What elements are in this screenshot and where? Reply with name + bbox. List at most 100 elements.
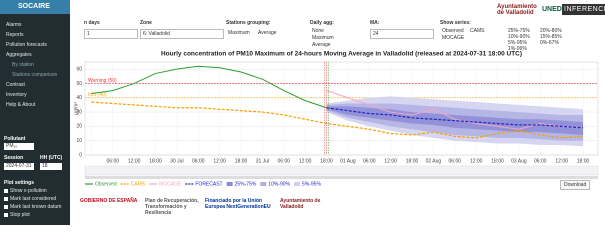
scrollbar bbox=[85, 176, 598, 179]
x-tick-label: 06:00 bbox=[107, 158, 120, 164]
radio[interactable]: Average bbox=[258, 30, 277, 36]
logo: Ayuntamiento de Valladolid bbox=[497, 4, 537, 16]
x-tick-label: 12:00 bbox=[213, 158, 226, 164]
brand-bar bbox=[0, 0, 70, 14]
series-line bbox=[91, 101, 584, 139]
radio[interactable]: None bbox=[312, 28, 324, 34]
chart: Hourly concentration of PM10 Maximum of … bbox=[73, 51, 599, 187]
navigator bbox=[84, 165, 599, 176]
checkbox[interactable]: 5%-95% bbox=[508, 40, 527, 46]
input[interactable]: 6: Valladolid bbox=[140, 29, 224, 39]
checkbox[interactable] bbox=[4, 213, 8, 217]
menu-item[interactable]: By station bbox=[12, 62, 34, 68]
checkbox[interactable]: 0%-67% bbox=[540, 40, 559, 46]
menu-item[interactable]: Reports bbox=[6, 32, 24, 38]
y-tick-label: 50 bbox=[76, 81, 82, 87]
hour-input[interactable]: 18 bbox=[40, 163, 62, 170]
menu-item[interactable]: Pollution forecasts bbox=[6, 42, 47, 48]
logo: UNED bbox=[542, 6, 562, 13]
select[interactable]: PM₁₀ bbox=[4, 143, 34, 150]
legend-swatch bbox=[293, 182, 300, 186]
option-label: Stop plot bbox=[10, 212, 30, 218]
checkbox[interactable] bbox=[4, 205, 8, 209]
series-line bbox=[326, 90, 584, 130]
x-tick-label: 18:00 bbox=[235, 158, 248, 164]
legend-label: 5%-95% bbox=[302, 181, 321, 187]
x-tick-label: 30 Jul bbox=[170, 158, 183, 164]
input[interactable]: 1 bbox=[84, 29, 138, 39]
checkbox[interactable]: CAMS bbox=[470, 28, 485, 34]
legend-label: CAMS bbox=[131, 181, 146, 187]
legend-label: 25%-75% bbox=[235, 181, 257, 187]
menu-item[interactable]: Stations comparison bbox=[12, 72, 58, 78]
legend-swatch bbox=[226, 182, 233, 186]
radio[interactable]: Average bbox=[312, 42, 331, 48]
x-tick-label: 18:00 bbox=[577, 158, 590, 164]
threshold-label: Info (40) bbox=[88, 92, 107, 98]
footer-logo: GOBIERNO DE ESPAÑA bbox=[80, 198, 138, 204]
x-tick-label: 31 Jul bbox=[256, 158, 269, 164]
section-label: Pollutant bbox=[4, 136, 26, 142]
option-label: Mark last considered bbox=[10, 196, 57, 202]
download-button[interactable]: Download bbox=[560, 180, 591, 190]
checkbox[interactable]: 25%-75% bbox=[508, 28, 530, 34]
x-tick-label: 12:00 bbox=[555, 158, 568, 164]
menu-item[interactable]: Contrast bbox=[6, 82, 25, 88]
y-tick-label: 20 bbox=[76, 124, 82, 130]
x-tick-label: 06:00 bbox=[534, 158, 547, 164]
option-label: Show x-pollution bbox=[10, 188, 47, 194]
checkbox[interactable] bbox=[4, 189, 8, 193]
x-tick-label: 06:00 bbox=[449, 158, 462, 164]
menu-item[interactable]: Help & About bbox=[6, 102, 36, 108]
x-tick-label: 18:00 bbox=[320, 158, 333, 164]
legend-label: 10%-90% bbox=[268, 181, 290, 187]
chart-title: Hourly concentration of PM10 Maximum of … bbox=[161, 51, 522, 58]
radio[interactable]: Maximum bbox=[312, 35, 334, 41]
menu-item[interactable]: Alarms bbox=[6, 22, 22, 28]
y-axis-label: µg/m³ bbox=[73, 102, 79, 115]
input[interactable]: 24 bbox=[370, 29, 434, 39]
y-tick-label: 0 bbox=[79, 152, 82, 158]
footer-logo: Plan de Recuperación, Transformación y R… bbox=[145, 198, 199, 216]
section-label: HH (UTC) bbox=[40, 155, 63, 161]
y-tick-label: 40 bbox=[76, 95, 82, 101]
checkbox[interactable]: 20%-80% bbox=[540, 28, 562, 34]
menu-item[interactable]: Aggregates bbox=[6, 52, 32, 58]
checkbox[interactable]: MOCAGE bbox=[442, 35, 465, 41]
legend-label: MOCAGE bbox=[159, 181, 182, 187]
x-tick-label: 06:00 bbox=[192, 158, 205, 164]
plot-frame bbox=[84, 61, 599, 156]
x-tick-label: 03 Aug bbox=[511, 158, 527, 164]
label: Stations grouping: bbox=[226, 20, 271, 26]
checkbox[interactable]: Observed bbox=[442, 28, 464, 34]
date-input[interactable]: 2024-07-31 bbox=[4, 163, 34, 170]
x-tick-label: 02 Aug bbox=[426, 158, 442, 164]
checkbox[interactable]: 15%-85% bbox=[540, 34, 562, 40]
label: n days bbox=[84, 20, 100, 26]
y-tick-label: 10 bbox=[76, 138, 82, 144]
radio[interactable]: Maximum bbox=[228, 30, 250, 36]
y-tick-label: 60 bbox=[76, 66, 82, 72]
label: Show series: bbox=[440, 20, 471, 26]
legend-label: Observed bbox=[95, 181, 117, 187]
section-label: Session bbox=[4, 155, 24, 161]
label: Zone bbox=[140, 20, 152, 26]
footer-logo: Ayuntamiento de Valladolid bbox=[280, 198, 321, 210]
menu-item[interactable]: Inventory bbox=[6, 92, 27, 98]
x-tick-label: 12:00 bbox=[470, 158, 483, 164]
checkbox[interactable]: 1%-99% bbox=[508, 46, 527, 52]
checkbox[interactable] bbox=[4, 197, 8, 201]
series-line bbox=[326, 107, 584, 129]
checkbox[interactable]: 10%-90% bbox=[508, 34, 530, 40]
legend-swatch bbox=[260, 182, 267, 186]
x-tick-label: 12:00 bbox=[128, 158, 141, 164]
y-tick-label: 30 bbox=[76, 109, 82, 115]
series-line bbox=[91, 65, 327, 109]
sidebar bbox=[0, 0, 70, 225]
app: Hourly concentration of PM10 Maximum of … bbox=[0, 0, 605, 225]
x-tick-label: 18:00 bbox=[491, 158, 504, 164]
x-tick-label: 18:00 bbox=[149, 158, 162, 164]
brand-text: SOCAIRE bbox=[18, 3, 50, 10]
x-tick-label: 06:00 bbox=[278, 158, 291, 164]
option-label: Mark last known datum bbox=[10, 204, 62, 210]
